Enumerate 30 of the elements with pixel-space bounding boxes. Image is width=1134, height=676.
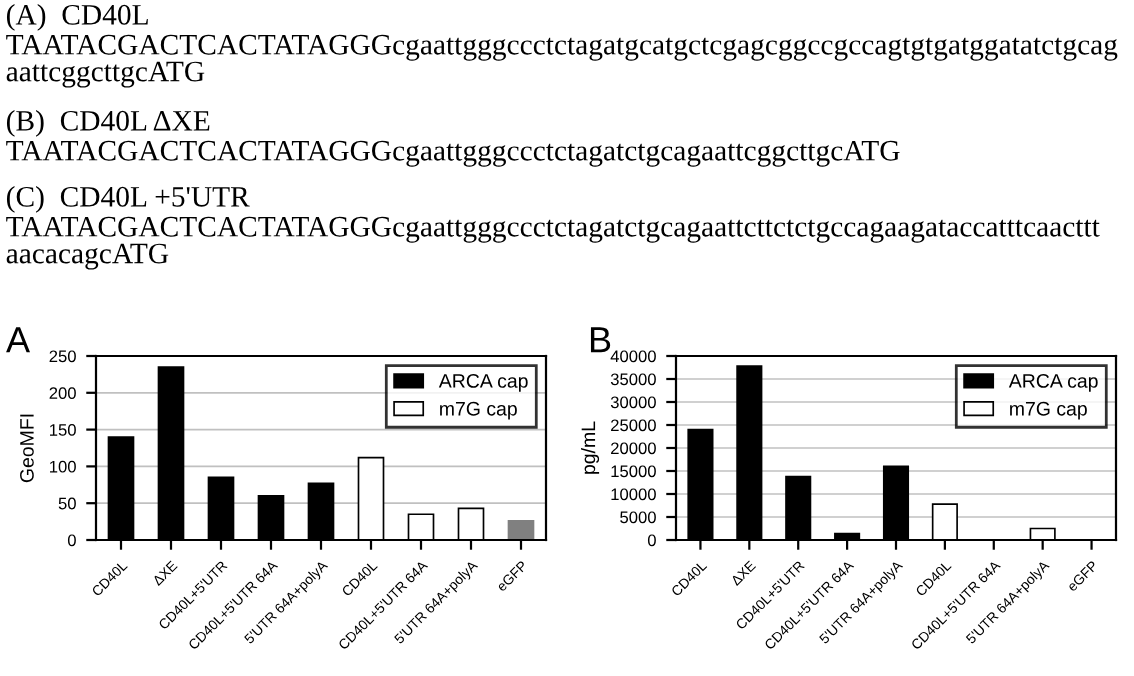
y-tick-label: 30000: [610, 396, 656, 409]
y-tick-label: 0: [647, 534, 656, 547]
text: (A) CD40L: [6, 4, 148, 31]
chart-title: A: [6, 327, 31, 353]
bar: [507, 520, 535, 540]
text: (B) CD40L ΔXE: [6, 110, 210, 137]
y-tick-label: 25000: [611, 419, 656, 432]
y-tick-label: 150: [50, 424, 76, 436]
text: TAATACGACTCACTATAGGGcgaattgggccctctagatctgcagaattcggcttgcATG: [6, 140, 900, 167]
text: TAATACGACTCACTATAGGGcgaattgggccctctagatctgcagaattcttctctgccagaagataccatttcaacttt aacacagcATG: [6, 216, 1100, 270]
legend-label: ARCA cap: [438, 374, 528, 392]
y-tick-label: 35000: [610, 373, 656, 386]
y-axis-title: GeoMFI: [20, 414, 34, 483]
chart-title: B: [590, 327, 611, 353]
y-tick-label: 15000: [611, 465, 656, 478]
text: (C) CD40L +5'UTR: [6, 186, 250, 213]
y-tick-label: 40000: [610, 350, 656, 363]
y-tick-label: 10000: [611, 488, 656, 501]
y-axis-title: pg/mL: [580, 421, 600, 474]
y-tick-label: 50: [58, 497, 76, 510]
y-tick-label: 0: [67, 534, 76, 547]
text: TAATACGACTCACTATAGGGcgaattgggccctctagatgcatgctcgagcggccgccagtgtgatggatatctgcag aattcggcttgcATG: [6, 34, 1118, 88]
legend-label: m7G cap: [1010, 401, 1087, 420]
y-tick-label: 100: [50, 460, 76, 473]
y-tick-label: 5000: [620, 511, 656, 524]
legend-label: m7G cap: [440, 401, 517, 420]
y-tick-label: 20000: [611, 442, 656, 455]
y-tick-label: 250: [49, 350, 76, 363]
y-tick-label: 200: [49, 387, 76, 399]
legend-label: ARCA cap: [1008, 374, 1098, 392]
